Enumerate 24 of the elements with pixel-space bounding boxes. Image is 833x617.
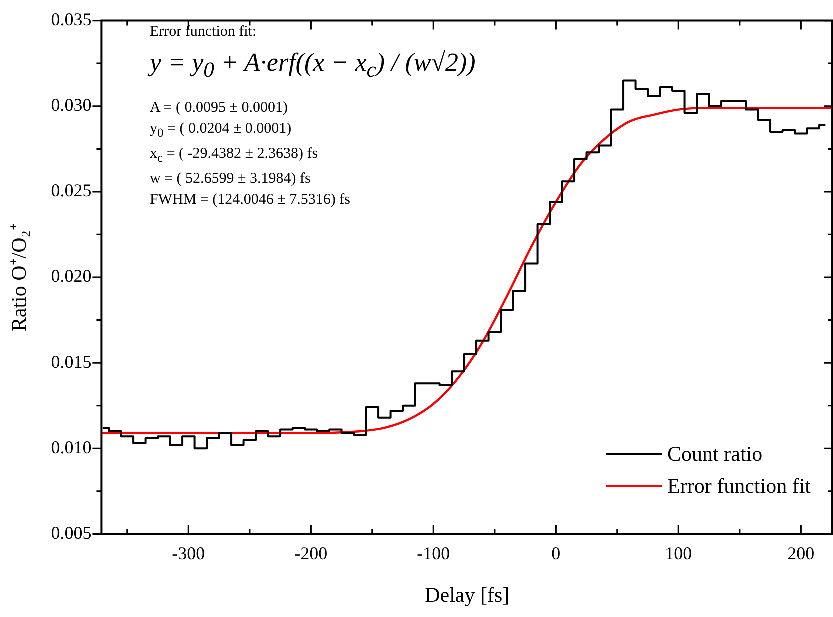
annotation: y = y$_{0}$ + A·erf((x − x$_{c}$) / (w√2)) [150,47,476,84]
legend-label: Error function fit [668,473,811,500]
legend-label: Count ratio [668,441,763,468]
y-axis-title: Ratio O⁺/O₂⁺ [7,223,32,332]
y-tick-label: 0.030 [51,95,92,116]
annotation: FWHM = (124.0046 ± 7.5316) fs [150,191,352,210]
annotation: y$_{0}$ = ( 0.0204 ± 0.0001) [150,120,293,142]
x-tick-label: -100 [417,544,450,564]
x-tick-label: -200 [294,544,328,564]
annotation: x$_{c}$ = ( -29.4382 ± 2.3638) fs [150,145,320,168]
x-tick-label: -300 [172,544,206,564]
x-tick-label: 200 [788,544,815,564]
annotation: A = ( 0.0095 ± 0.0001) [150,99,289,118]
y-tick-label: 0.025 [51,180,92,201]
y-tick-label: 0.035 [51,10,92,30]
annotation: Error function fit: [150,23,258,42]
y-tick-label: 0.015 [51,352,92,372]
x-axis-title: Delay [fs] [425,582,510,607]
y-tick-label: 0.020 [51,266,92,286]
x-tick-label: 100 [665,544,692,564]
y-tick-label: 0.005 [51,522,92,543]
y-tick-label: 0.010 [51,437,92,458]
annotation: w = ( 52.6599 ± 3.1984) fs [150,170,312,190]
x-tick-label: 0 [552,544,561,564]
